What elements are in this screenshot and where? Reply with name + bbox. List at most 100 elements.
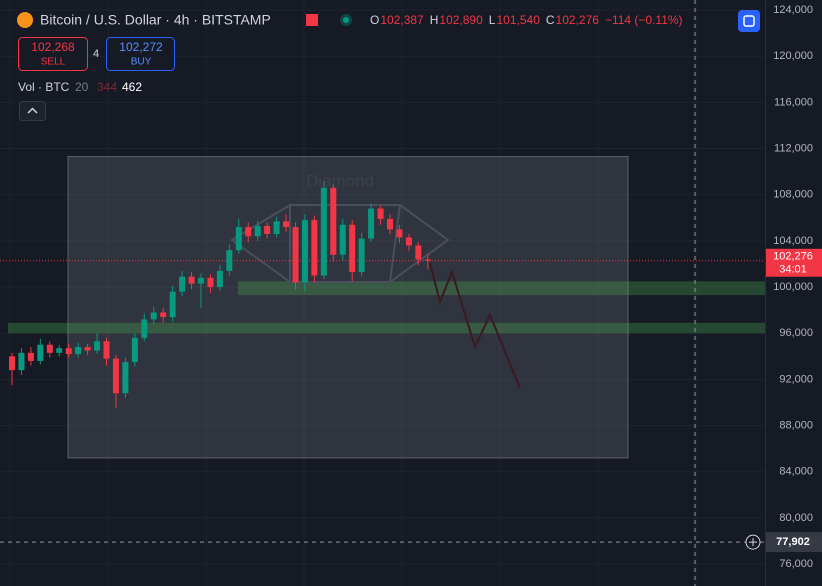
candle-body <box>396 229 403 238</box>
buy-button[interactable] <box>106 37 175 71</box>
candle-body <box>264 225 271 234</box>
candle-body <box>368 208 375 239</box>
sell-button[interactable] <box>18 37 88 71</box>
candle-body <box>283 221 290 228</box>
overlay: Diamond <box>0 0 765 586</box>
candle-body <box>169 291 176 318</box>
y-tick-label: 104,000 <box>773 235 813 247</box>
candle-body <box>226 250 233 271</box>
pattern-box <box>67 156 629 459</box>
button-icon <box>743 15 755 27</box>
legend-key: L <box>489 13 496 27</box>
collapse-button[interactable] <box>19 101 46 121</box>
candle-body <box>273 221 280 234</box>
candle-body <box>387 218 393 230</box>
flag-icon[interactable] <box>306 14 318 26</box>
candle-body <box>330 187 337 255</box>
candle-body <box>84 347 91 351</box>
last-price-label: 102,276 <box>773 251 813 263</box>
candle-body <box>122 362 129 394</box>
volume-label: Vol · BTC <box>18 80 70 94</box>
legend-value: 102,890 <box>439 13 483 27</box>
legend-value: 102,387 <box>380 13 424 27</box>
candle-body <box>37 344 44 361</box>
support-zone <box>8 322 765 334</box>
legend-value: 101,540 <box>496 13 540 27</box>
candle-body <box>301 220 308 283</box>
sell-price: 102,268 <box>31 40 75 54</box>
candle-body <box>339 224 346 255</box>
candle-body <box>415 245 422 260</box>
chevron <box>27 107 38 114</box>
projection-line <box>429 262 521 389</box>
candle-body <box>405 237 412 246</box>
symbol: Bitcoin / U.S. Dollar · 4h · BITSTAMP <box>40 12 271 28</box>
price-axis: 76,000 80,000 84,000 88,000 92,000 96,000 100,… <box>745 0 822 586</box>
y-tick-label: 80,000 <box>779 512 813 524</box>
object-tree-button[interactable] <box>738 10 760 32</box>
y-tick-label: 84,000 <box>779 466 813 478</box>
candle-body <box>150 312 157 320</box>
legend-value: 102,276 <box>556 13 600 27</box>
candle-body <box>160 312 167 318</box>
support-zone <box>238 281 765 296</box>
spread: 4 <box>93 48 99 60</box>
sell-label: SELL <box>41 57 66 68</box>
plus-icon <box>749 538 757 547</box>
candle-body <box>18 352 25 371</box>
countdown: 34:01 <box>779 264 807 276</box>
candle-body <box>349 224 356 273</box>
last-price-tag <box>766 248 822 277</box>
legend-key: H <box>430 13 439 27</box>
y-tick-label: 108,000 <box>773 189 813 201</box>
candle-body <box>188 276 195 284</box>
crosshair-tag <box>766 532 822 553</box>
candle-body <box>207 277 214 288</box>
y-tick-label: 124,000 <box>773 4 813 16</box>
y-tick-label: 92,000 <box>779 373 813 385</box>
coin-icon <box>17 12 33 28</box>
legend-change: −114 (−0.11%) <box>605 13 683 27</box>
legend-key: O <box>370 13 379 27</box>
y-tick-label: 112,000 <box>774 142 813 154</box>
grid <box>0 0 765 586</box>
candle-body <box>320 187 327 276</box>
candle-body <box>254 225 261 237</box>
candle-body <box>9 356 15 371</box>
candle-body <box>94 341 101 351</box>
y-tick-label: 100,000 <box>773 281 813 293</box>
candle-body <box>245 227 252 237</box>
candles <box>9 180 431 409</box>
candle-body <box>292 227 299 283</box>
candle-body <box>103 341 110 359</box>
candle-body <box>131 337 138 363</box>
candle-body <box>216 270 223 288</box>
candle-body <box>198 277 204 284</box>
y-tick-label: 76,000 <box>779 558 813 570</box>
candle-body <box>65 348 72 355</box>
legend-key: C <box>546 13 555 27</box>
y-tick-label: 88,000 <box>779 419 813 431</box>
candle-body <box>424 259 431 261</box>
candle-body <box>235 227 242 251</box>
candle-body <box>27 352 34 361</box>
y-tick-label: 116,000 <box>774 96 813 108</box>
candle-body <box>75 347 82 355</box>
candle-body <box>112 358 119 394</box>
candle-body <box>179 276 186 292</box>
volume-value: 20 <box>75 80 89 94</box>
crosshair-label: 77,902 <box>776 536 810 548</box>
volume-value: 462 <box>122 80 142 94</box>
candle-body <box>358 238 365 273</box>
ohlc-legend: O 102,387 H 102,890 L 101,540 C 102,276 −114 (−0… <box>370 13 683 27</box>
candle-body <box>56 348 63 353</box>
candle-body <box>141 319 148 338</box>
buy-label: BUY <box>131 57 152 68</box>
pattern-label: Diamond <box>306 171 374 190</box>
buy-price: 102,272 <box>119 40 163 54</box>
y-tick-label: 120,000 <box>773 50 813 62</box>
diamond-shape <box>230 204 450 283</box>
